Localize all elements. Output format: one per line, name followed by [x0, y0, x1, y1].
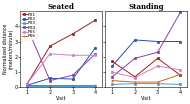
P04	[49, 80, 51, 81]
P06	[49, 85, 51, 86]
P05	[94, 55, 97, 56]
P06	[94, 85, 97, 86]
P02	[94, 47, 97, 48]
P05	[134, 77, 136, 78]
P01	[179, 75, 181, 76]
P02	[157, 41, 159, 42]
P02	[49, 78, 51, 79]
P04	[26, 27, 28, 28]
P02	[26, 85, 28, 86]
P01	[49, 45, 51, 47]
P05	[179, 69, 181, 71]
Line: P02: P02	[26, 46, 97, 86]
P06	[179, 74, 181, 75]
P04	[111, 76, 113, 77]
P04	[94, 53, 97, 54]
P04	[72, 75, 74, 76]
P01	[157, 58, 159, 59]
P06	[157, 82, 159, 83]
P02	[111, 65, 113, 67]
Y-axis label: Normalized distance
(meters/minute): Normalized distance (meters/minute)	[3, 24, 13, 74]
P05	[72, 55, 74, 56]
P01	[134, 76, 136, 77]
P03	[134, 83, 136, 84]
P03	[94, 85, 97, 87]
P04	[157, 52, 159, 53]
Line: P01: P01	[111, 57, 182, 78]
Line: P04: P04	[26, 26, 97, 82]
P02	[72, 78, 74, 80]
P01	[94, 19, 97, 21]
P03	[49, 85, 51, 87]
P06	[134, 82, 136, 83]
P03	[72, 85, 74, 87]
Line: P05: P05	[111, 65, 182, 79]
P04	[179, 12, 181, 13]
Line: P01: P01	[26, 19, 97, 85]
P05	[111, 72, 113, 73]
P04	[134, 58, 136, 59]
P06	[26, 85, 28, 86]
Line: P05: P05	[26, 53, 97, 85]
X-axis label: Visit: Visit	[56, 96, 67, 101]
P01	[111, 61, 113, 62]
P03	[179, 84, 181, 85]
Line: P04: P04	[111, 11, 182, 78]
P05	[157, 65, 159, 67]
P06	[72, 85, 74, 86]
P01	[26, 83, 28, 84]
P05	[49, 53, 51, 54]
Line: P03: P03	[111, 82, 182, 86]
P02	[134, 39, 136, 41]
P03	[157, 83, 159, 84]
Line: P06: P06	[111, 73, 182, 83]
P03	[26, 85, 28, 87]
Line: P02: P02	[111, 39, 182, 67]
Line: P03: P03	[26, 85, 97, 87]
P03	[111, 84, 113, 85]
Title: Seated: Seated	[48, 3, 75, 11]
Title: Standing: Standing	[129, 3, 164, 11]
P02	[179, 41, 181, 42]
P05	[26, 83, 28, 84]
Line: P06: P06	[26, 84, 97, 86]
X-axis label: Visit: Visit	[141, 96, 152, 101]
P01	[72, 33, 74, 34]
P06	[111, 80, 113, 81]
Legend: P01, P02, P03, P04, P05, P06: P01, P02, P03, P04, P05, P06	[21, 12, 37, 40]
